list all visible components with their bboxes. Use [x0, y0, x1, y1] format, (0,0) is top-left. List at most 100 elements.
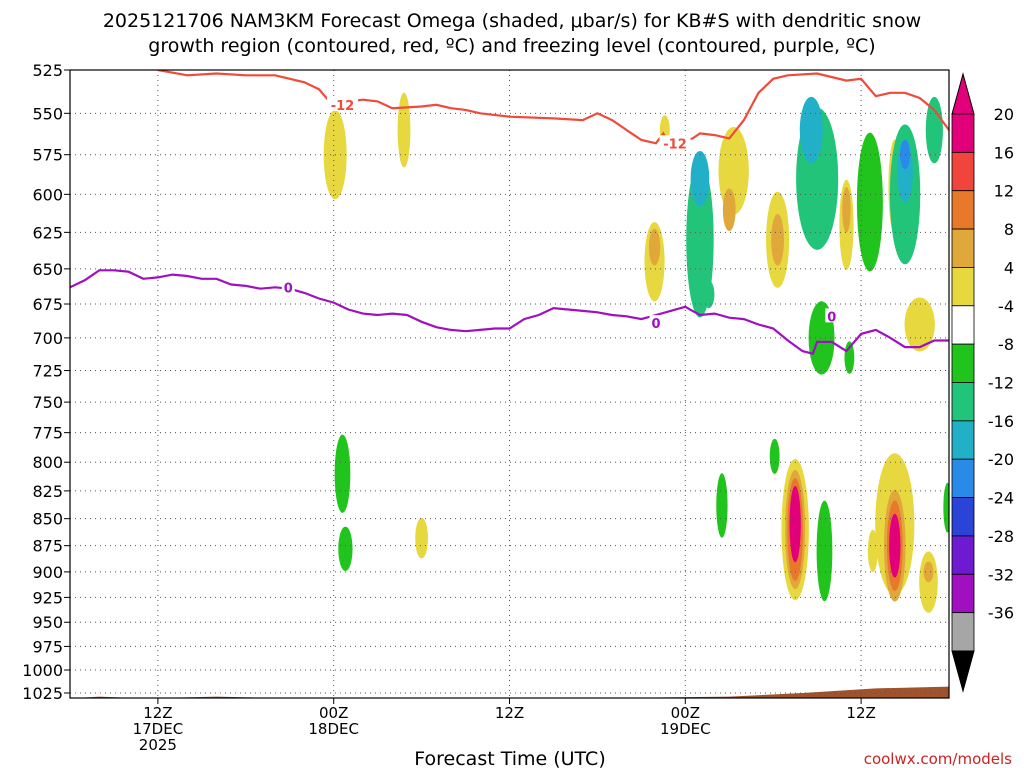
colorbar-top-arrow: [951, 72, 975, 115]
y-tick-label-1025: 1025: [22, 684, 63, 703]
omega-cell-19: [814, 179, 829, 241]
omega-cell-13: [716, 473, 728, 538]
chart-title-line-1: 2025121706 NAM3KM Forecast Omega (shaded…: [103, 10, 921, 32]
freezing-label-3-bg: [825, 308, 839, 323]
colorbar-label-5: -4: [998, 297, 1014, 316]
colorbar-label-13: -36: [988, 604, 1014, 623]
y-tick-label-750: 750: [32, 393, 63, 412]
omega-cell-33: [816, 500, 833, 602]
x-tick-label-0-1: 12Z: [143, 704, 172, 722]
y-tick-label-550: 550: [32, 104, 63, 123]
x-tick-label-0-3: 2025: [139, 736, 177, 754]
x-tick-label-4-1: 12Z: [846, 704, 875, 722]
colorbar-swatch-4: [951, 267, 975, 307]
dgz-label-2: -12: [663, 137, 687, 152]
colorbar-label-7: -12: [988, 374, 1014, 393]
freezing-label-2-bg: [649, 315, 663, 330]
colorbar-label-12: -32: [988, 565, 1014, 584]
y-tick-label-600: 600: [32, 185, 63, 204]
omega-cell-3: [338, 526, 353, 572]
terrain-layer: [70, 686, 949, 698]
y-tick-label-725: 725: [32, 362, 63, 381]
omega-cell-12: [722, 188, 736, 232]
y-tick-label-650: 650: [32, 260, 63, 279]
colorbar-label-8: -16: [988, 412, 1014, 431]
colorbar: 20 16 12 8 4 -4 -8 -12 -16 -20 -24 -28 -32 -36: [951, 72, 1014, 693]
freezing-level-contour: [70, 269, 949, 356]
omega-cell-10: [703, 280, 715, 309]
omega-cell-2: [334, 434, 351, 513]
omega-cell-1: [397, 92, 411, 168]
omega-cell-35: [867, 529, 878, 573]
y-tick-label-950: 950: [32, 613, 63, 632]
dgz-label-1-bg: [326, 96, 358, 111]
colorbar-swatch-0: [951, 113, 975, 153]
colorbar-swatch-1: [951, 151, 975, 192]
omega-cell-39: [889, 513, 901, 578]
omega-cell-15: [771, 213, 784, 266]
y-axis: 525 550 575 600 625 650 675 700 725 750 775 800 825 8…: [22, 61, 70, 703]
colorbar-swatch-10: [951, 497, 975, 537]
colorbar-label-11: -28: [988, 527, 1014, 546]
omega-cell-40: [904, 297, 935, 352]
colorbar-swatch-5: [951, 305, 975, 345]
x-tick-label-1-2: 18DEC: [308, 720, 359, 738]
y-tick-label-700: 700: [32, 329, 63, 348]
y-tick-label-525: 525: [32, 61, 63, 80]
colorbar-label-6: -8: [998, 335, 1014, 354]
freezing-label-2: 0: [651, 317, 660, 332]
omega-cell-22: [842, 186, 851, 233]
y-tick-label-825: 825: [32, 482, 63, 501]
y-tick-label-1000: 1000: [22, 661, 63, 680]
colorbar-label-2: 12: [994, 182, 1014, 201]
omega-cell-8: [686, 161, 714, 318]
omega-cell-4: [415, 517, 428, 559]
x-tick-label-3-2: 19DEC: [660, 720, 711, 738]
y-tick-label-875: 875: [32, 537, 63, 556]
x-tick-label-2-1: 12Z: [495, 704, 524, 722]
contour-labels: -12 -12 0 0 0: [281, 96, 839, 332]
credit-text: coolwx.com/models: [864, 750, 1012, 768]
omega-cell-42: [923, 561, 934, 583]
omega-cell-18: [799, 96, 823, 164]
y-tick-label-625: 625: [32, 223, 63, 242]
colorbar-swatch-12: [951, 573, 975, 614]
colorbar-label-4: 4: [1004, 258, 1014, 277]
colorbar-bottom-arrow: [951, 650, 975, 693]
y-tick-label-775: 775: [32, 424, 63, 443]
colorbar-swatch-9: [951, 458, 975, 498]
y-tick-label-975: 975: [32, 637, 63, 656]
terrain-surface: [70, 686, 949, 698]
colorbar-swatch-6: [951, 343, 975, 383]
omega-cell-16: [769, 438, 780, 474]
y-tick-label-900: 900: [32, 563, 63, 582]
x-axis-label: Forecast Time (UTC): [414, 748, 605, 768]
colorbar-swatch-2: [951, 190, 975, 230]
x-tick-label-3-1: 00Z: [671, 704, 700, 722]
omega-cell-28: [925, 96, 943, 164]
y-tick-label-575: 575: [32, 146, 63, 165]
omega-cell-43: [943, 482, 949, 533]
x-tick-label-0-2: 17DEC: [133, 720, 184, 738]
freezing-label-1-bg: [281, 279, 295, 294]
dgz-label-1: -12: [331, 99, 355, 114]
omega-cell-32: [789, 485, 801, 563]
y-tick-label-925: 925: [32, 588, 63, 607]
colorbar-label-3: 8: [1004, 220, 1014, 239]
y-tick-label-800: 800: [32, 453, 63, 472]
colorbar-swatch-3: [951, 228, 975, 268]
chart-title-line-2: growth region (contoured, red, ºC) and f…: [148, 35, 875, 57]
y-tick-label-850: 850: [32, 510, 63, 529]
freezing-label-1: 0: [284, 281, 293, 296]
colorbar-swatch-8: [951, 420, 975, 460]
freezing-label-3: 0: [827, 310, 836, 325]
colorbar-label-9: -20: [988, 450, 1014, 469]
colorbar-swatch-13: [951, 612, 975, 652]
colorbar-label-10: -24: [988, 489, 1014, 508]
dgz-label-2-bg: [659, 135, 691, 150]
colorbar-label-0: 20: [994, 105, 1014, 124]
omega-cell-6: [648, 228, 661, 266]
x-tick-label-1-1: 00Z: [319, 704, 348, 722]
